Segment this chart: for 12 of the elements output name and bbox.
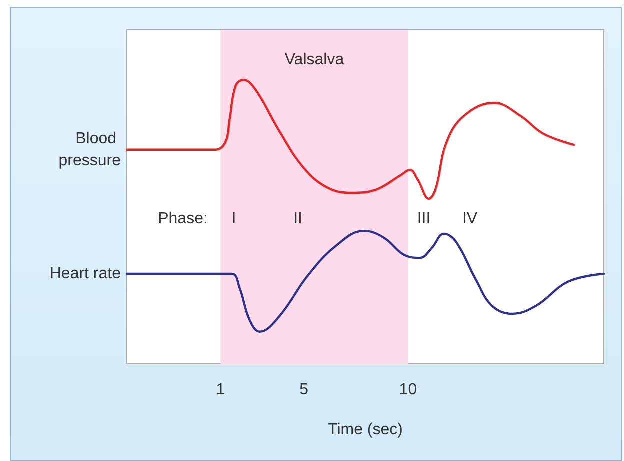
annotation: I <box>232 210 236 228</box>
band-label: Valsalva <box>284 52 344 68</box>
series-label: Blood pressure <box>58 130 122 170</box>
x-tick-label: 5 <box>300 382 309 398</box>
annotation: Phase: <box>158 210 208 228</box>
annotation: III <box>417 210 431 228</box>
annotation: IV <box>462 210 478 228</box>
series-label: Heart rate <box>50 265 122 282</box>
annotation: II <box>294 210 302 228</box>
x-tick-label: 10 <box>399 382 418 398</box>
x-axis-title: Time (sec) <box>328 422 403 438</box>
x-tick-label: 1 <box>216 382 226 398</box>
